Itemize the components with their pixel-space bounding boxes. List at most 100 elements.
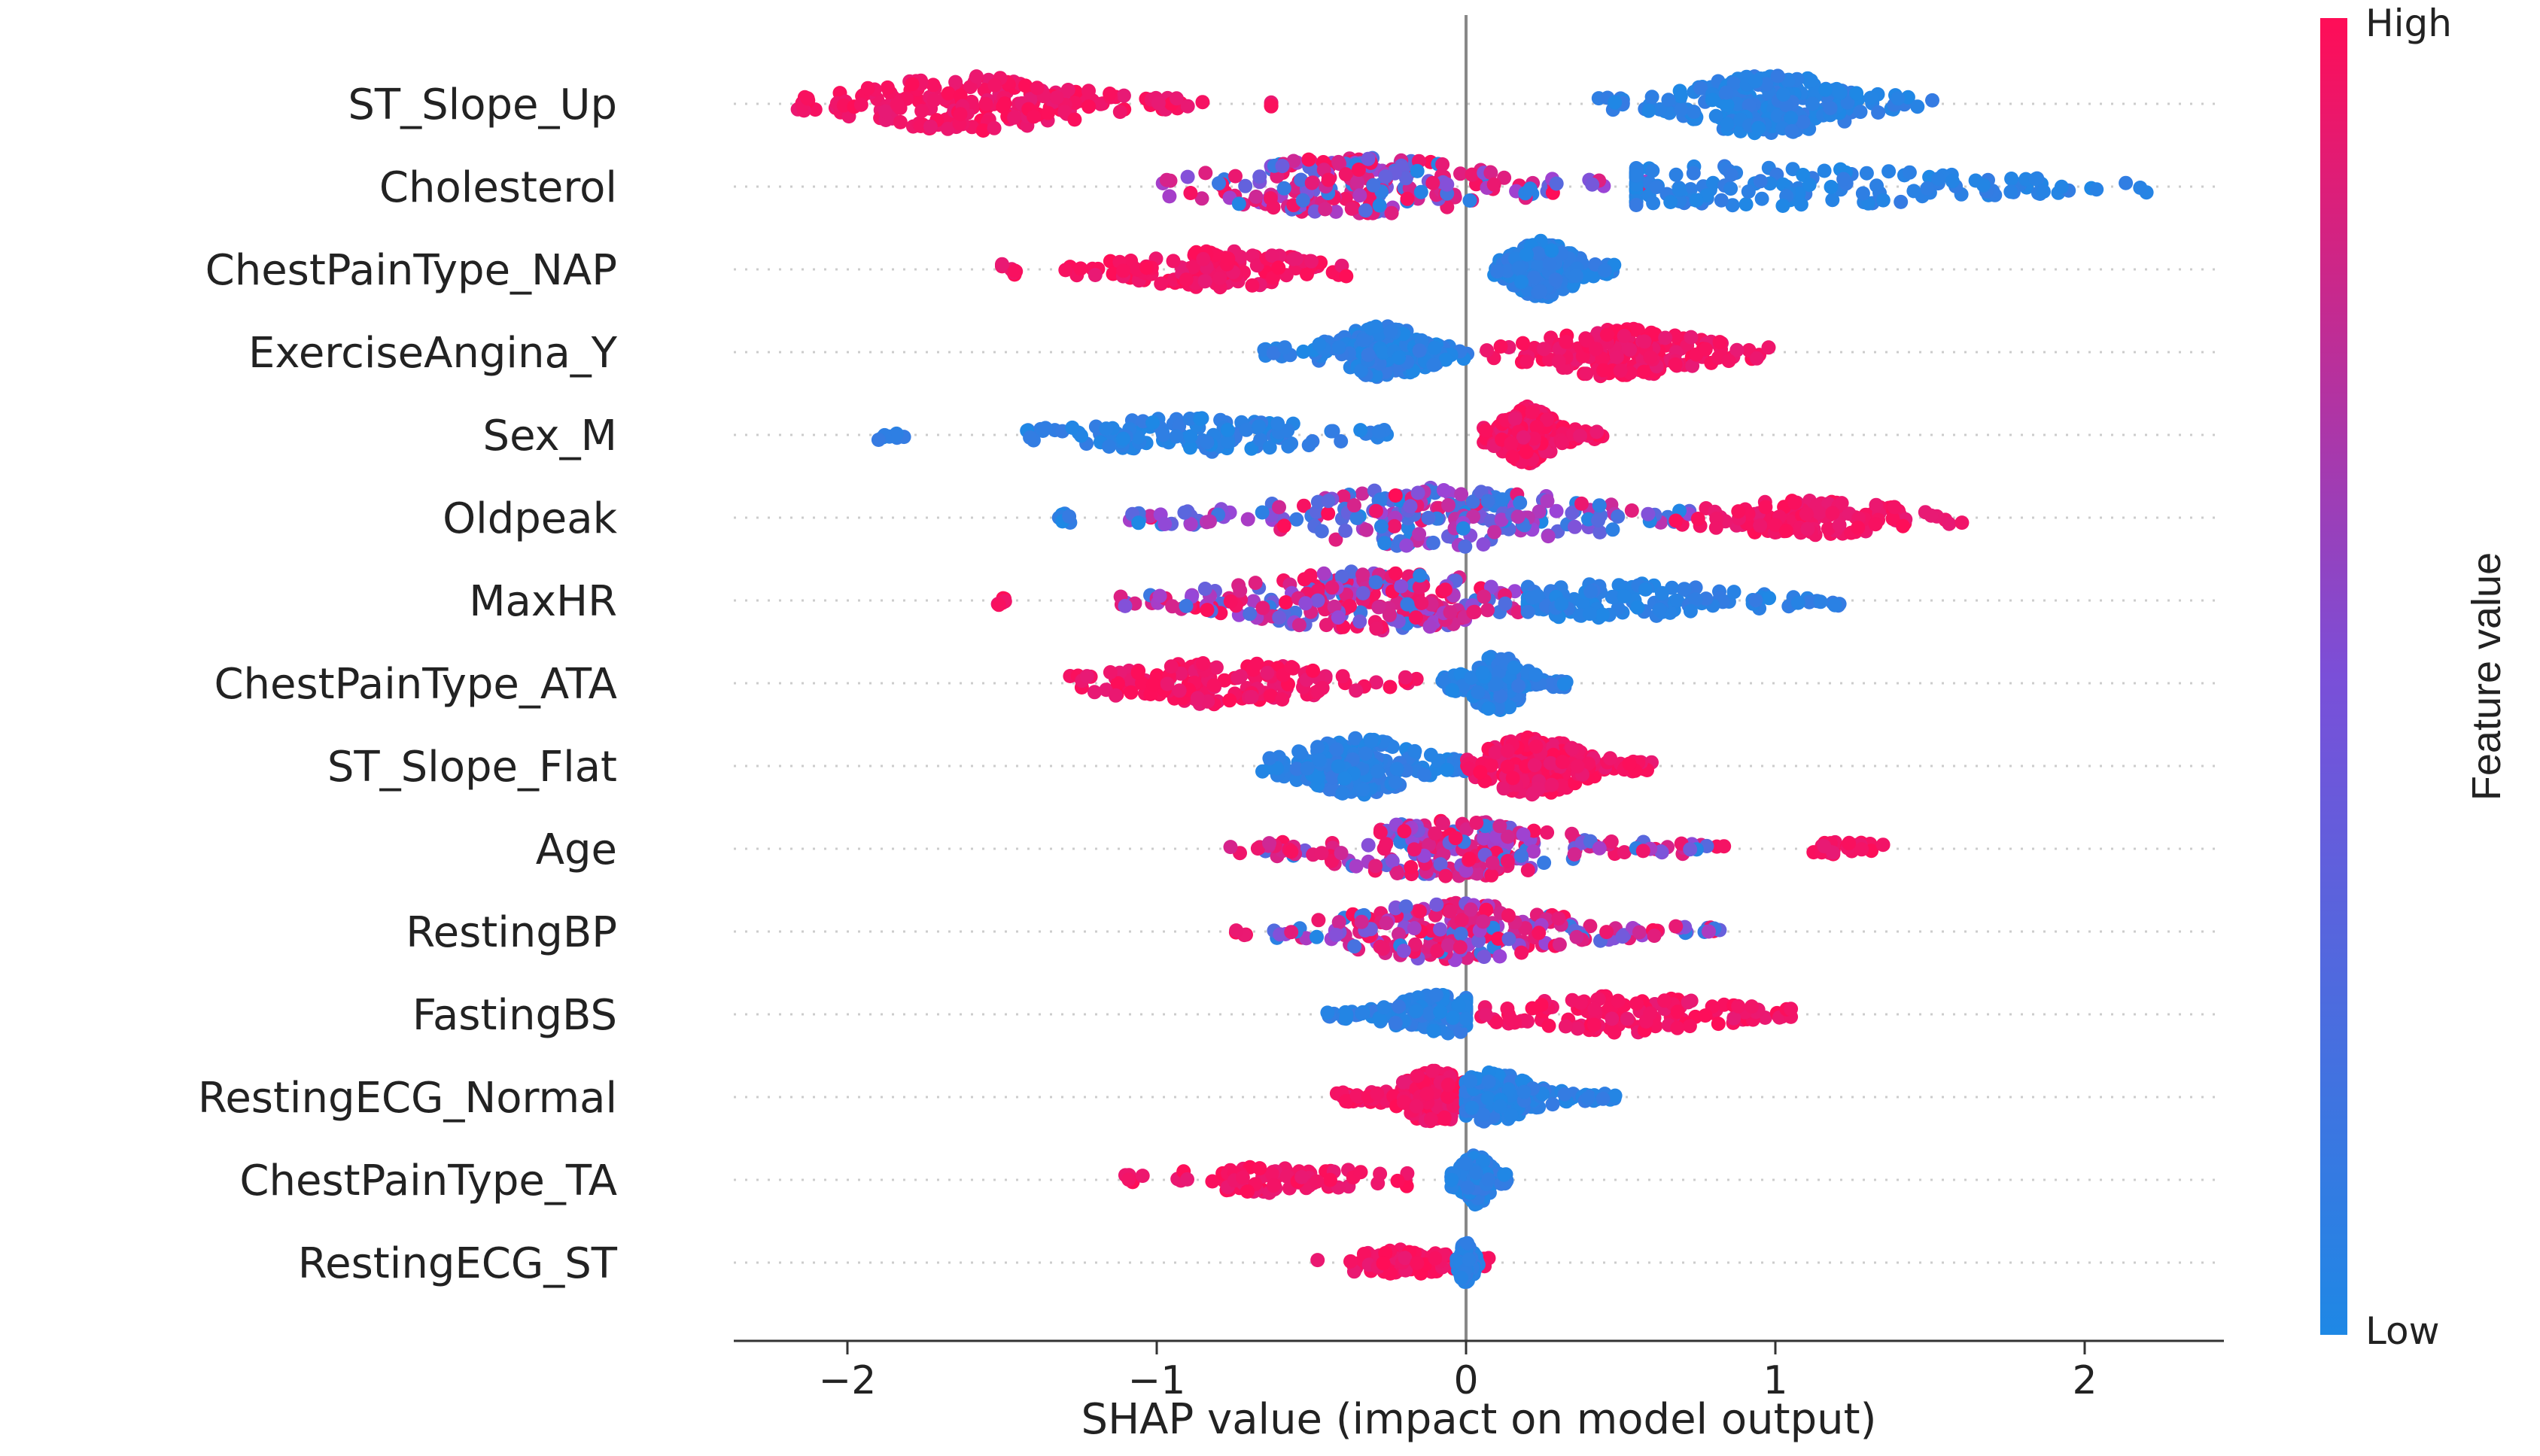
shap-point: [1495, 492, 1510, 506]
shap-point: [998, 96, 1012, 111]
shap-point: [1479, 1008, 1493, 1022]
shap-point: [1568, 847, 1582, 862]
shap-point: [1591, 513, 1605, 527]
shap-point: [1116, 432, 1130, 446]
shap-point: [987, 78, 1002, 93]
shap-point: [1529, 740, 1544, 754]
shap-point: [1638, 582, 1653, 597]
shap-point: [1906, 184, 1921, 198]
shap-point: [1469, 816, 1483, 830]
shap-point: [1592, 841, 1607, 856]
shap-point: [1638, 334, 1652, 348]
shap-point: [1504, 436, 1519, 451]
shap-point: [1610, 350, 1624, 364]
shap-point: [1370, 764, 1385, 779]
shap-point: [1221, 423, 1235, 437]
shap-point: [1334, 434, 1348, 448]
shap-point: [1369, 504, 1383, 518]
shap-point: [1896, 519, 1910, 533]
shap-point: [1463, 1074, 1477, 1088]
shap-point: [1409, 1005, 1423, 1019]
shap-point: [1557, 677, 1571, 692]
shap-point: [1458, 540, 1472, 554]
shap-point: [1482, 1075, 1496, 1089]
shap-point: [1565, 741, 1579, 755]
shap-point: [1173, 683, 1187, 698]
shap-point: [1583, 606, 1597, 621]
shap-point: [1497, 1168, 1511, 1182]
shap-point: [1748, 74, 1763, 89]
shap-point: [1559, 1020, 1573, 1034]
shap-point: [1669, 168, 1684, 182]
shap-point: [1121, 1172, 1136, 1187]
shap-point: [1477, 950, 1491, 964]
shap-point: [1007, 111, 1021, 125]
shap-point: [1109, 688, 1123, 703]
shap-point: [1480, 343, 1494, 357]
shap-point: [1008, 263, 1022, 278]
shap-point: [1486, 856, 1500, 870]
shap-point: [1516, 430, 1531, 445]
shap-point: [995, 257, 1009, 272]
shap-point: [992, 597, 1006, 612]
shap-point: [1605, 834, 1619, 849]
shap-point: [1411, 486, 1425, 500]
shap-point: [2133, 181, 2147, 195]
shap-point: [1514, 946, 1529, 960]
shap-point: [1414, 596, 1428, 610]
shap-point: [1389, 1016, 1403, 1030]
shap-point: [1198, 166, 1212, 180]
shap-point: [1278, 340, 1292, 354]
shap-point: [1437, 1111, 1452, 1125]
shap-point: [1350, 511, 1364, 525]
shap-point: [1446, 1011, 1460, 1025]
shap-point: [1614, 363, 1628, 378]
shap-point: [1824, 101, 1838, 115]
shap-point: [1513, 496, 1527, 510]
shap-point: [1366, 178, 1380, 193]
shap-point: [1116, 263, 1130, 278]
shap-point: [1466, 605, 1480, 619]
shap-point: [1731, 504, 1745, 518]
shap-point: [1784, 124, 1799, 138]
shap-point: [1330, 743, 1344, 757]
shap-point: [1390, 761, 1404, 776]
shap-point: [1281, 439, 1295, 454]
shap-point: [1212, 176, 1226, 190]
shap-point: [1589, 342, 1603, 356]
shap-point: [1511, 509, 1526, 524]
shap-point: [1526, 405, 1540, 419]
shap-point: [1323, 1173, 1337, 1187]
shap-point: [1153, 589, 1167, 603]
shap-point: [1924, 509, 1938, 523]
shap-point: [1643, 1006, 1657, 1020]
shap-point: [1663, 195, 1678, 209]
shap-point: [1976, 178, 1991, 193]
shap-point: [1413, 904, 1427, 919]
shap-point: [1200, 603, 1215, 617]
shap-point: [1320, 1005, 1334, 1020]
shap-point: [1771, 68, 1785, 83]
shap-point: [1825, 506, 1839, 521]
shap-point: [1369, 622, 1383, 636]
shap-point: [1352, 615, 1367, 629]
shap-point: [1581, 1091, 1595, 1105]
shap-point: [1833, 86, 1848, 100]
shap-point: [1817, 839, 1831, 853]
shap-point: [1531, 782, 1545, 796]
shap-point: [1587, 1002, 1602, 1017]
shap-point: [1668, 919, 1683, 934]
shap-point: [1751, 121, 1766, 135]
shap-point: [1487, 525, 1501, 540]
shap-point: [1535, 998, 1549, 1012]
shap-point: [1193, 412, 1207, 426]
shap-point: [1661, 93, 1675, 107]
shap-point: [1741, 184, 1756, 199]
shap-point: [1699, 342, 1713, 357]
shap-point: [1514, 849, 1529, 863]
shap-point: [1481, 701, 1495, 716]
shap-point: [893, 115, 908, 129]
shap-point: [1569, 930, 1583, 944]
shap-point: [1409, 610, 1423, 625]
shap-point: [1531, 588, 1545, 603]
